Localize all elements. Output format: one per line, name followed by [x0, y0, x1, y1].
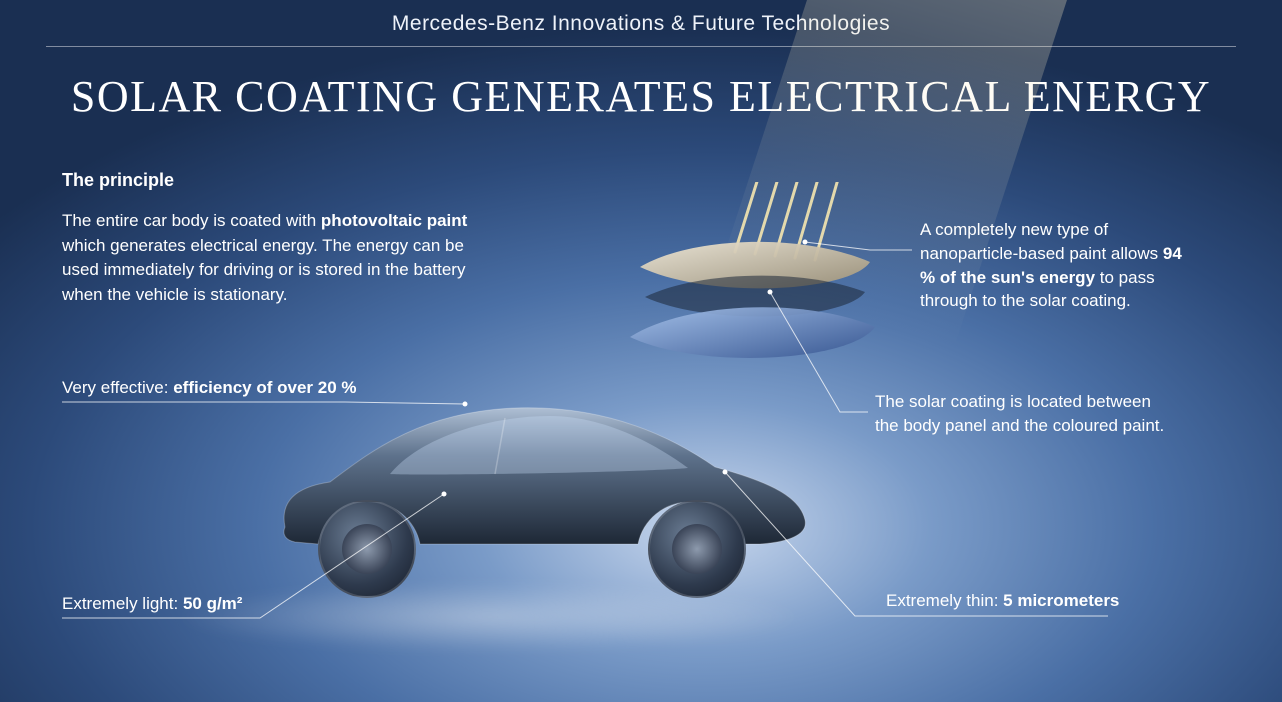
- callout-efficiency-pre: Very effective:: [62, 378, 173, 397]
- header-subtitle: Mercedes-Benz Innovations & Future Techn…: [0, 0, 1282, 36]
- callout-thickness-pre: Extremely thin:: [886, 591, 1003, 610]
- principle-heading: The principle: [62, 170, 502, 191]
- principle-body: The entire car body is coated with photo…: [62, 209, 502, 308]
- header-divider: [46, 46, 1236, 47]
- callout-nanopaint: A completely new type of nanoparticle-ba…: [920, 218, 1200, 313]
- callout-weight: Extremely light: 50 g/m²: [62, 592, 242, 616]
- principle-post: which generates electrical energy. The e…: [62, 236, 465, 304]
- callout-location: The solar coating is located between the…: [875, 390, 1175, 438]
- wheel-front: [648, 500, 746, 598]
- callout-weight-bold: 50 g/m²: [183, 594, 243, 613]
- wheel-rear: [318, 500, 416, 598]
- callout-thickness: Extremely thin: 5 micrometers: [886, 589, 1119, 613]
- principle-bold: photovoltaic paint: [321, 211, 467, 230]
- callout-weight-pre: Extremely light:: [62, 594, 183, 613]
- principle-block: The principle The entire car body is coa…: [62, 170, 502, 308]
- principle-pre: The entire car body is coated with: [62, 211, 321, 230]
- exploded-panels: [600, 182, 900, 402]
- panels-svg: [600, 182, 900, 402]
- content-area: The principle The entire car body is coa…: [0, 122, 1282, 682]
- callout-nanopaint-pre: A completely new type of nanoparticle-ba…: [920, 220, 1163, 263]
- callout-thickness-bold: 5 micrometers: [1003, 591, 1119, 610]
- main-title: SOLAR COATING GENERATES ELECTRICAL ENERG…: [0, 71, 1282, 122]
- car-illustration: [270, 392, 810, 622]
